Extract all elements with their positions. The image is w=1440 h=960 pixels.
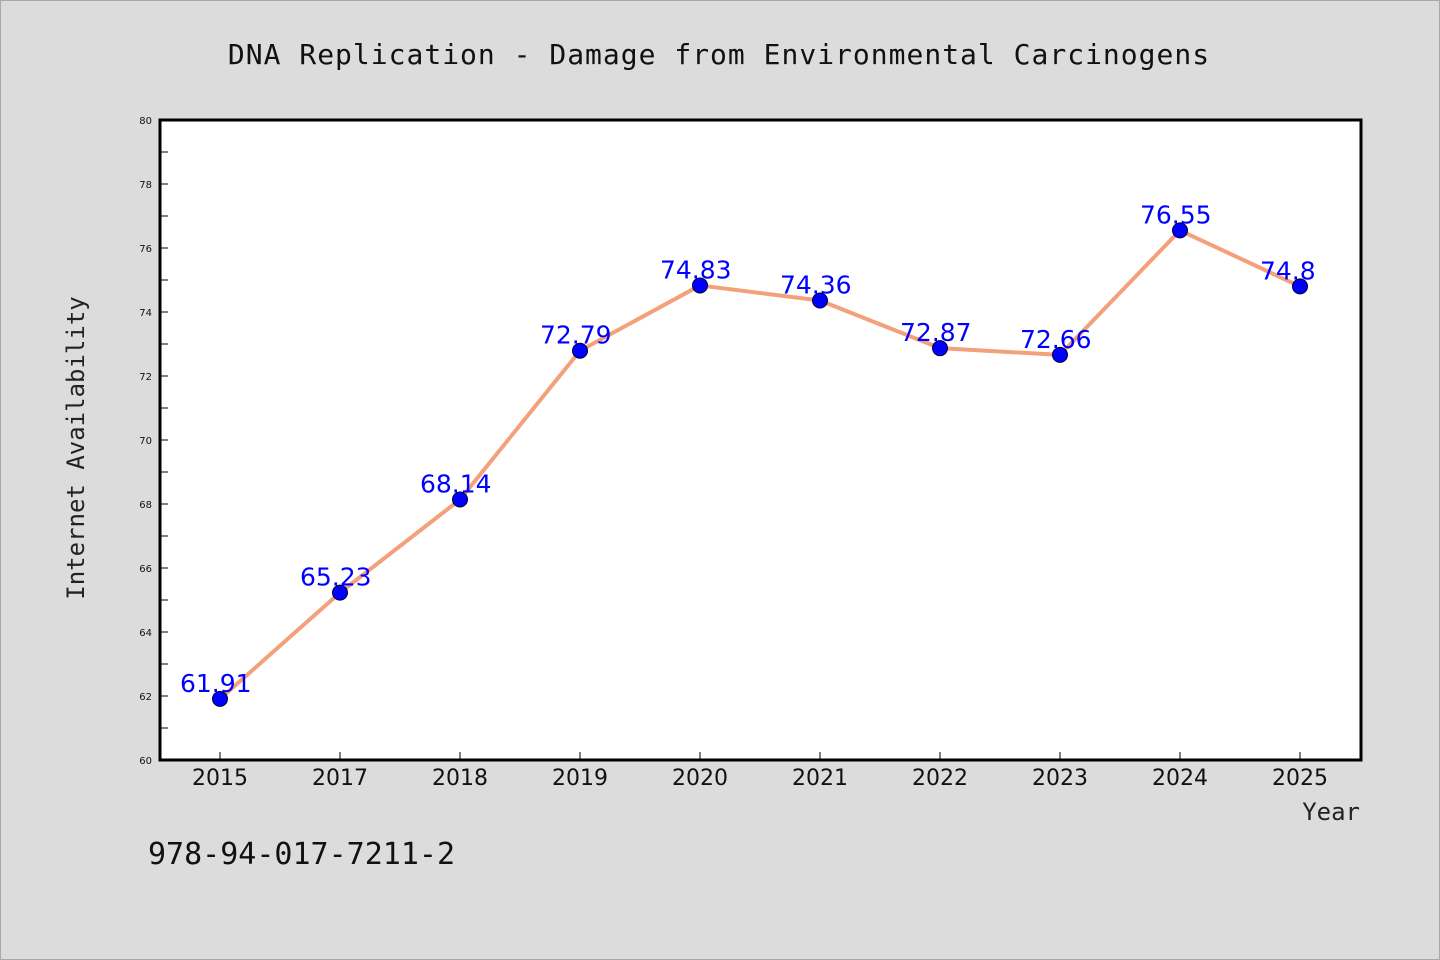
data-point bbox=[1172, 222, 1188, 239]
series-markers bbox=[212, 222, 1308, 707]
data-label: 76.55 bbox=[1140, 200, 1212, 229]
x-tick-label: 2022 bbox=[912, 766, 968, 791]
y-tick-label: 76 bbox=[139, 244, 152, 255]
x-tick-label: 2021 bbox=[792, 766, 848, 791]
y-tick-label: 64 bbox=[139, 628, 152, 639]
data-label: 72.87 bbox=[900, 318, 972, 347]
x-tick-label: 2023 bbox=[1032, 766, 1088, 791]
plot-area bbox=[158, 118, 1363, 762]
y-tick-label: 68 bbox=[139, 500, 152, 511]
y-tick-label: 72 bbox=[139, 372, 152, 383]
y-tick-label: 78 bbox=[139, 180, 152, 191]
y-tick-label: 74 bbox=[139, 308, 152, 319]
x-tick-label: 2017 bbox=[312, 766, 368, 791]
x-tick-label: 2025 bbox=[1272, 766, 1328, 791]
y-tick-label: 70 bbox=[139, 436, 152, 447]
data-point bbox=[1292, 278, 1308, 295]
x-tick-label: 2020 bbox=[672, 766, 728, 791]
data-point bbox=[692, 277, 708, 294]
x-tick-label: 2015 bbox=[192, 766, 248, 791]
chart-title: DNA Replication - Damage from Environmen… bbox=[228, 38, 1210, 71]
y-axis: 60 62 64 66 68 70 72 74 76 78 80 bbox=[139, 116, 168, 767]
y-tick-label: 66 bbox=[139, 564, 152, 575]
y-axis-label: Internet Availability bbox=[62, 296, 90, 599]
data-label: 68.14 bbox=[420, 470, 492, 499]
x-tick-label: 2024 bbox=[1152, 766, 1208, 791]
y-tick-label: 62 bbox=[139, 692, 152, 703]
y-tick-label: 60 bbox=[139, 756, 152, 767]
data-point bbox=[932, 340, 948, 357]
data-label: 74.83 bbox=[660, 255, 732, 284]
data-point bbox=[332, 584, 348, 601]
data-label: 72.79 bbox=[540, 321, 612, 350]
data-point bbox=[212, 690, 228, 707]
data-point bbox=[452, 491, 468, 508]
x-axis: 2015 2017 2018 2019 2020 2021 2022 2023 2024 2025 bbox=[192, 752, 1328, 791]
data-labels: 61.91 65.23 68.14 72.79 74.83 74.36 72.87 72.66… bbox=[180, 200, 1316, 697]
data-point bbox=[812, 292, 828, 309]
data-label: 61.91 bbox=[180, 669, 252, 698]
y-tick-label: 80 bbox=[139, 116, 152, 127]
data-label: 74.8 bbox=[1260, 256, 1316, 285]
data-point bbox=[572, 342, 588, 359]
data-label: 72.66 bbox=[1020, 325, 1092, 354]
data-label: 65.23 bbox=[300, 563, 372, 592]
x-axis-label: Year bbox=[1302, 798, 1360, 826]
data-label: 74.36 bbox=[780, 270, 852, 299]
isbn-footer: 978-94-017-7211-2 bbox=[148, 837, 455, 872]
series-line-group bbox=[218, 228, 1302, 701]
data-point bbox=[1052, 346, 1068, 363]
x-tick-label: 2018 bbox=[432, 766, 488, 791]
x-tick-label: 2019 bbox=[552, 766, 608, 791]
series-line bbox=[218, 228, 1302, 701]
